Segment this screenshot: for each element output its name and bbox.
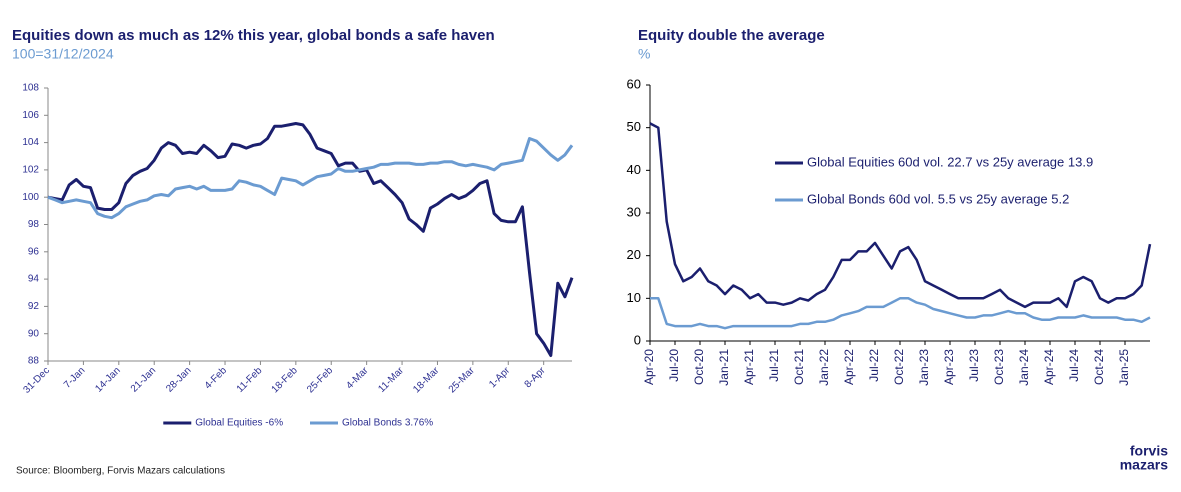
- y-tick-label: 104: [22, 137, 39, 148]
- x-tick-label: Apr-20: [642, 349, 656, 385]
- x-tick-label: Oct-24: [1092, 349, 1106, 385]
- x-tick-label: Apr-23: [942, 349, 956, 385]
- x-tick-label: 28-Jan: [164, 365, 193, 394]
- y-tick-label: 30: [627, 204, 641, 219]
- logo: mazars: [1120, 457, 1168, 473]
- x-tick-label: 25-Mar: [447, 365, 478, 396]
- legend-label: Global Bonds 3.76%: [342, 418, 433, 429]
- y-tick-label: 98: [28, 219, 40, 230]
- y-tick-label: 96: [28, 246, 40, 257]
- chart-subtitle: %: [638, 46, 650, 62]
- x-tick-label: 1-Apr: [487, 365, 513, 391]
- x-tick-label: Jan-22: [817, 349, 831, 386]
- logo: forvis: [1130, 443, 1168, 459]
- x-tick-label: Oct-23: [992, 349, 1006, 385]
- y-tick-label: 20: [627, 247, 641, 262]
- x-tick-label: 11-Feb: [235, 365, 265, 395]
- y-tick-label: 40: [627, 162, 641, 177]
- x-tick-label: 7-Jan: [62, 365, 87, 390]
- y-tick-label: 88: [28, 356, 40, 367]
- x-tick-label: 31-Dec: [21, 365, 52, 396]
- source-note: Source: Bloomberg, Forvis Mazars calcula…: [16, 466, 225, 477]
- y-tick-label: 92: [28, 301, 40, 312]
- legend-label: Global Bonds 60d vol. 5.5 vs 25y average…: [807, 191, 1069, 206]
- x-tick-label: Oct-20: [692, 349, 706, 385]
- x-tick-label: Jan-25: [1117, 349, 1131, 386]
- x-tick-label: Apr-22: [842, 349, 856, 385]
- x-tick-label: 21-Jan: [129, 365, 158, 394]
- line-series: [649, 122, 1152, 309]
- y-tick-label: 50: [627, 119, 641, 134]
- x-tick-label: Jul-20: [667, 349, 681, 382]
- x-tick-label: Oct-21: [792, 349, 806, 385]
- y-tick-label: 94: [28, 274, 40, 285]
- x-tick-label: Jan-21: [717, 349, 731, 386]
- x-tick-label: Jan-23: [917, 349, 931, 386]
- legend-label: Global Equities 60d vol. 22.7 vs 25y ave…: [807, 154, 1093, 169]
- legend-label: Global Equities -6%: [195, 418, 283, 429]
- x-tick-label: Jul-24: [1067, 349, 1081, 382]
- y-tick-label: 100: [22, 192, 39, 203]
- x-tick-label: 8-Apr: [523, 365, 549, 391]
- chart-title: Equity double the average: [638, 27, 825, 44]
- x-tick-label: Jul-21: [767, 349, 781, 382]
- x-tick-label: 18-Mar: [411, 365, 442, 396]
- line-series: [47, 137, 574, 220]
- x-tick-label: Jan-24: [1017, 349, 1031, 386]
- y-tick-label: 106: [22, 110, 39, 121]
- y-tick-label: 10: [627, 290, 641, 305]
- x-tick-label: 4-Mar: [344, 365, 371, 392]
- chart-subtitle: 100=31/12/2024: [12, 46, 114, 62]
- x-tick-label: Apr-21: [742, 349, 756, 385]
- x-tick-label: Oct-22: [892, 349, 906, 385]
- x-tick-label: 4-Feb: [203, 365, 230, 392]
- x-tick-label: 11-Mar: [376, 365, 406, 395]
- x-tick-label: 18-Feb: [270, 365, 300, 395]
- y-tick-label: 90: [28, 328, 40, 339]
- chart-title: Equities down as much as 12% this year, …: [12, 27, 495, 44]
- x-tick-label: 14-Jan: [93, 365, 122, 394]
- x-tick-label: Jul-23: [967, 349, 981, 382]
- x-tick-label: 25-Feb: [305, 365, 335, 395]
- y-tick-label: 60: [627, 76, 641, 91]
- line-series: [47, 122, 574, 357]
- x-tick-label: Jul-22: [867, 349, 881, 382]
- y-tick-label: 108: [22, 83, 39, 94]
- y-tick-label: 102: [22, 165, 39, 176]
- x-tick-label: Apr-24: [1042, 349, 1056, 385]
- y-tick-label: 0: [634, 332, 641, 347]
- line-series: [650, 297, 1151, 330]
